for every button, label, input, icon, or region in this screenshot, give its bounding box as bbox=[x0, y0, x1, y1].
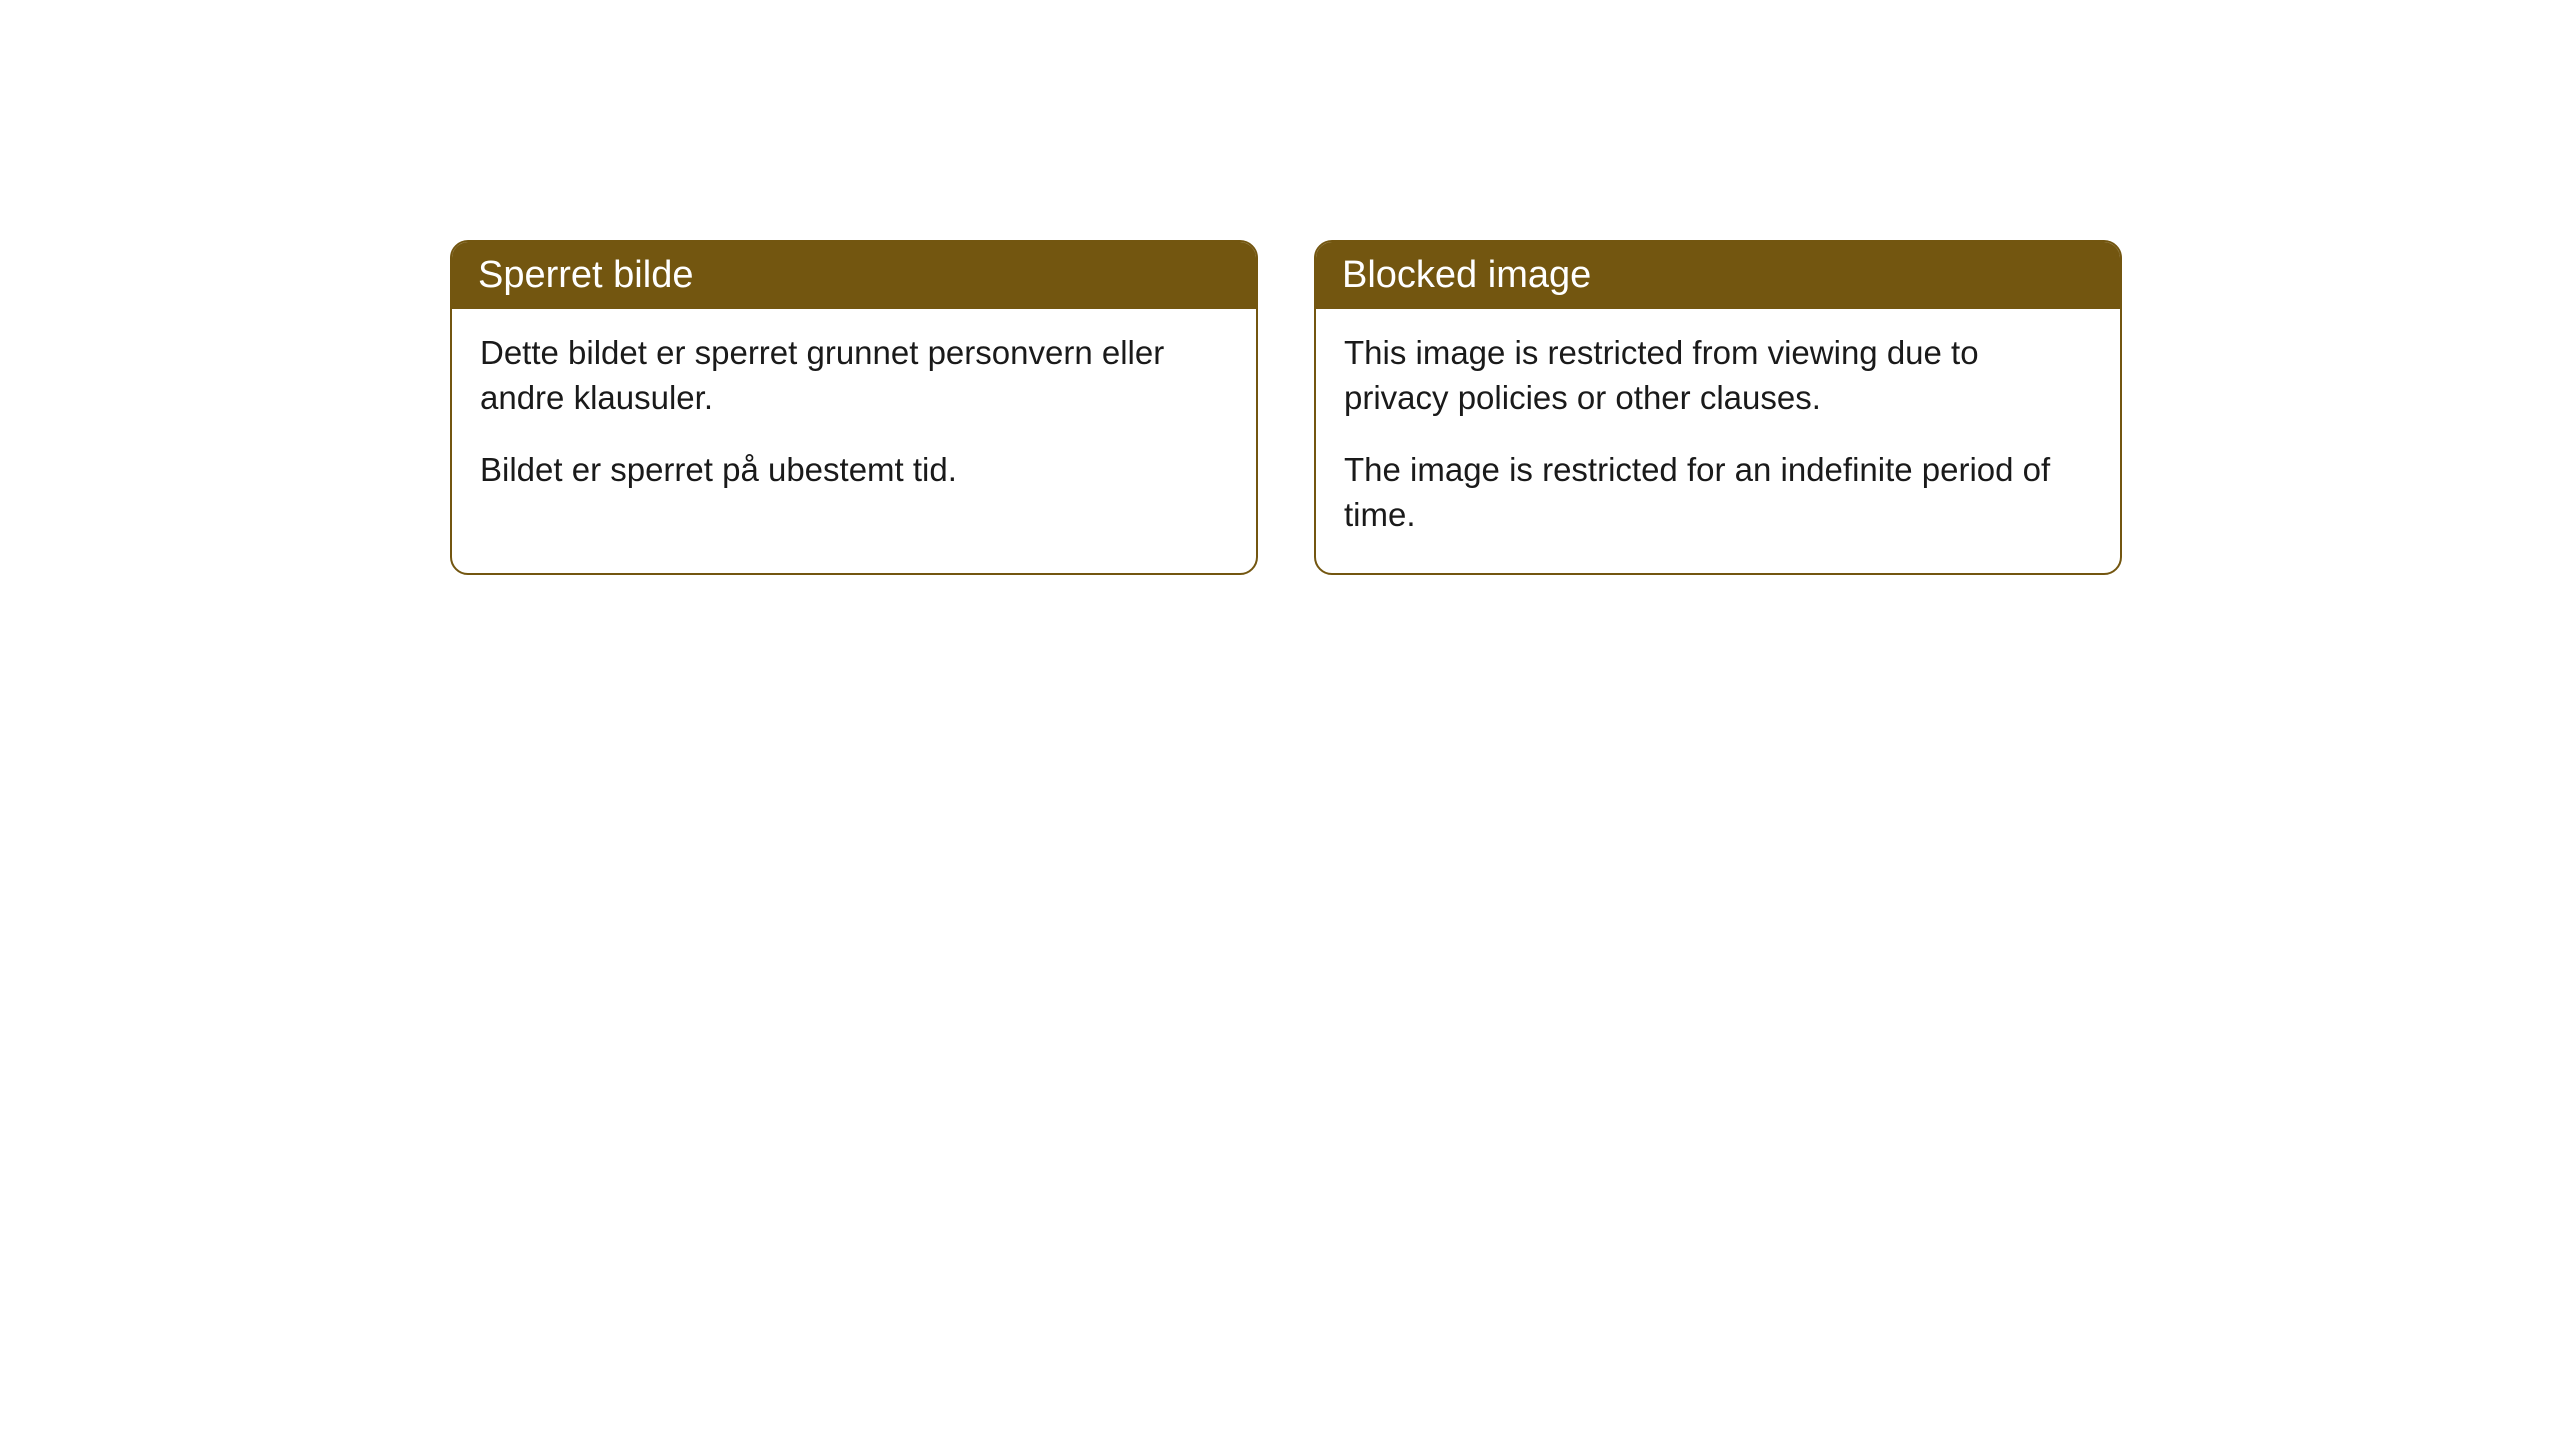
card-paragraph: Bildet er sperret på ubestemt tid. bbox=[480, 448, 1228, 493]
notice-card-norwegian: Sperret bilde Dette bildet er sperret gr… bbox=[450, 240, 1258, 575]
card-paragraph: This image is restricted from viewing du… bbox=[1344, 331, 2092, 420]
card-header: Sperret bilde bbox=[452, 242, 1256, 309]
notice-card-english: Blocked image This image is restricted f… bbox=[1314, 240, 2122, 575]
card-paragraph: Dette bildet er sperret grunnet personve… bbox=[480, 331, 1228, 420]
notice-container: Sperret bilde Dette bildet er sperret gr… bbox=[0, 0, 2560, 575]
card-body: This image is restricted from viewing du… bbox=[1316, 309, 2120, 573]
card-body: Dette bildet er sperret grunnet personve… bbox=[452, 309, 1256, 529]
card-paragraph: The image is restricted for an indefinit… bbox=[1344, 448, 2092, 537]
card-header: Blocked image bbox=[1316, 242, 2120, 309]
